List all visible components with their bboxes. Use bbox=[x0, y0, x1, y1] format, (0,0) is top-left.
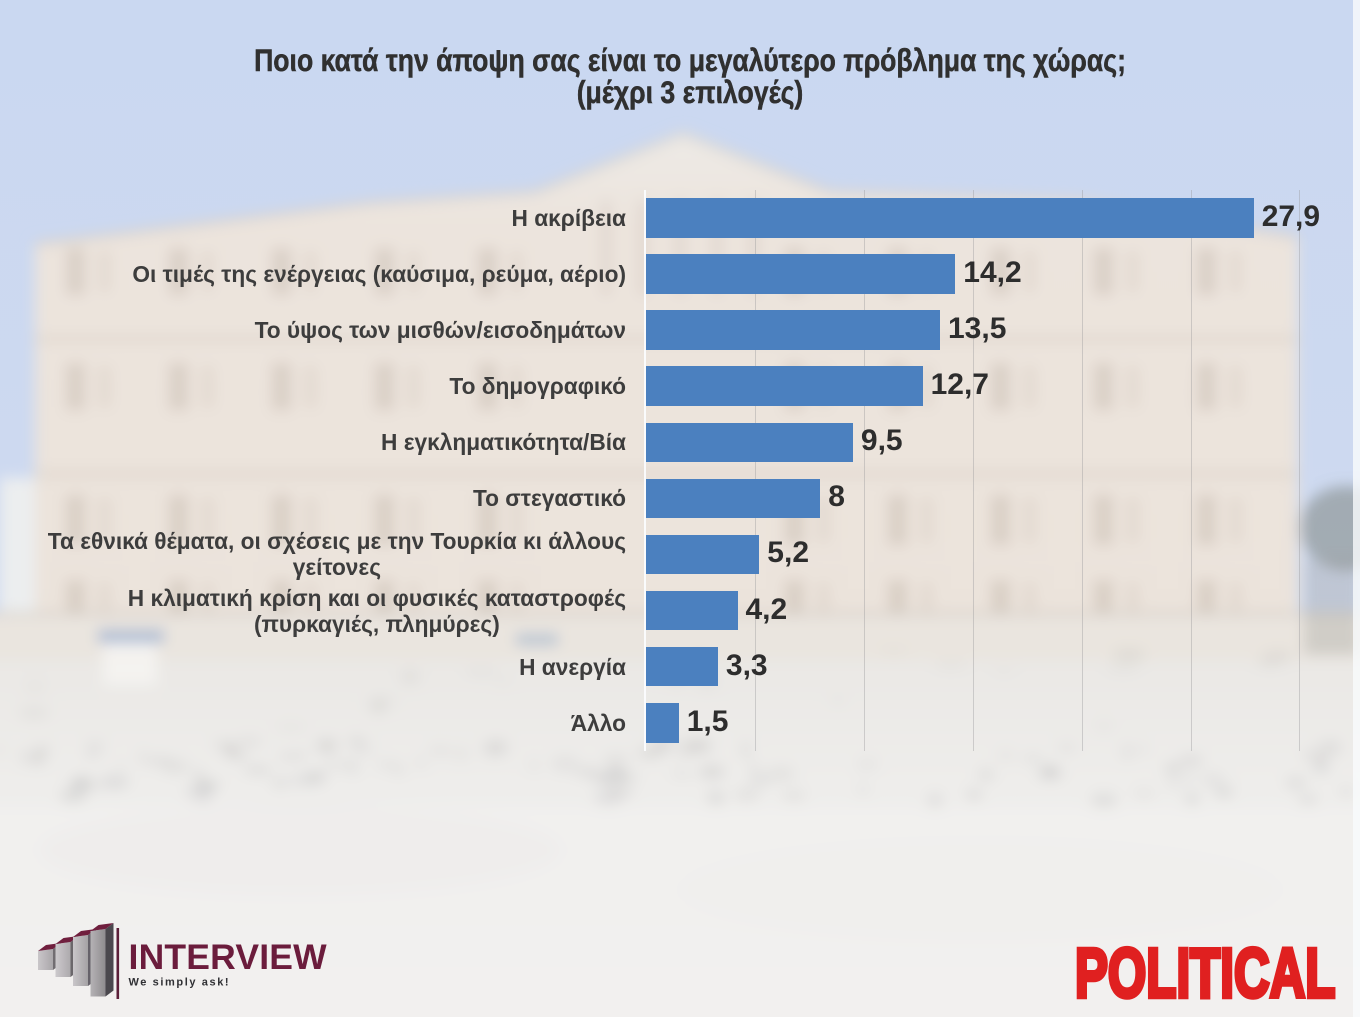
svg-text:INTERVIEW: INTERVIEW bbox=[129, 937, 328, 977]
svg-text:We simply ask!: We simply ask! bbox=[129, 977, 231, 989]
